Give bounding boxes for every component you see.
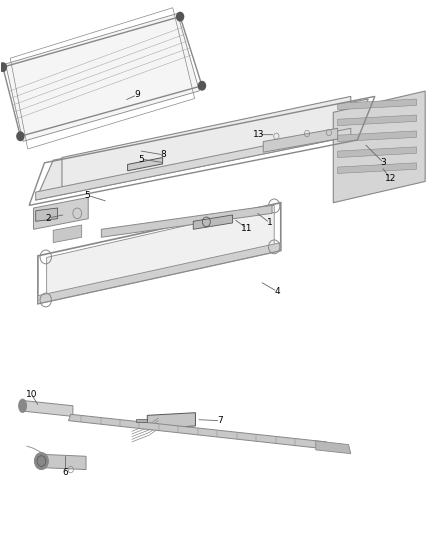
Polygon shape [35, 208, 57, 221]
Polygon shape [38, 243, 280, 304]
Polygon shape [263, 128, 337, 152]
Polygon shape [6, 13, 199, 141]
Text: 5: 5 [138, 155, 144, 164]
Text: 13: 13 [253, 130, 264, 139]
Polygon shape [193, 215, 232, 229]
Text: 4: 4 [274, 287, 279, 296]
Circle shape [198, 82, 205, 90]
Polygon shape [337, 131, 416, 142]
Text: 11: 11 [240, 224, 252, 233]
Polygon shape [337, 163, 416, 173]
Polygon shape [136, 418, 147, 422]
Text: 12: 12 [384, 174, 395, 183]
Polygon shape [127, 158, 162, 171]
Circle shape [0, 63, 7, 71]
Polygon shape [337, 115, 416, 126]
Polygon shape [38, 454, 86, 470]
Polygon shape [22, 400, 73, 416]
Polygon shape [62, 96, 350, 192]
Circle shape [34, 453, 48, 470]
Polygon shape [68, 414, 326, 448]
Polygon shape [46, 205, 274, 301]
Polygon shape [315, 441, 350, 454]
Polygon shape [35, 99, 367, 200]
Polygon shape [101, 205, 272, 237]
Text: 9: 9 [134, 90, 140, 99]
Circle shape [176, 12, 183, 21]
Text: 8: 8 [160, 150, 166, 159]
Text: 3: 3 [380, 158, 385, 167]
Polygon shape [147, 413, 195, 429]
Text: 1: 1 [266, 219, 272, 228]
Text: 2: 2 [45, 214, 51, 223]
Polygon shape [53, 225, 81, 243]
Circle shape [17, 132, 24, 141]
Ellipse shape [18, 399, 26, 413]
Text: 6: 6 [63, 468, 68, 477]
Polygon shape [332, 91, 424, 203]
Polygon shape [337, 99, 416, 110]
Text: 10: 10 [25, 390, 37, 399]
Text: 7: 7 [217, 416, 223, 425]
Polygon shape [337, 147, 416, 158]
Polygon shape [35, 128, 350, 200]
Text: 5: 5 [84, 191, 90, 200]
Polygon shape [33, 197, 88, 229]
